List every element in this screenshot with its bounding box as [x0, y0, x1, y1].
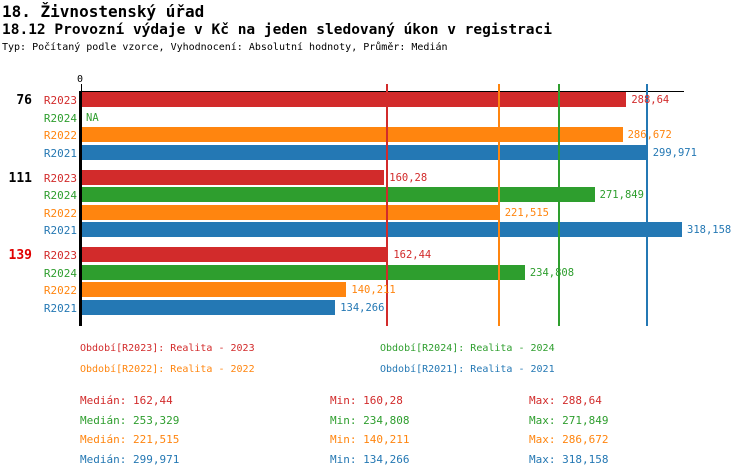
- row-label: R2024: [43, 266, 77, 280]
- min-r2023: Min: 160,28: [330, 394, 403, 407]
- bar: [82, 299, 336, 315]
- bar: [82, 127, 623, 142]
- bar-value-label: 271,849: [599, 189, 644, 201]
- bar: [82, 187, 595, 202]
- median-r2021: Medián: 299,971: [80, 453, 180, 466]
- max-r2021: Max: 318,158: [529, 453, 609, 466]
- bar: [82, 144, 648, 160]
- zero-tick: [81, 84, 82, 91]
- min-r2022: Min: 140,211: [330, 433, 410, 446]
- bar: [82, 222, 682, 237]
- bar-value-label: 134,266: [340, 301, 385, 314]
- row-label: R2021: [43, 224, 77, 237]
- row-label: R2023: [43, 171, 77, 185]
- bar-value-label: 299,971: [652, 146, 697, 159]
- bar-value-label: 162,44: [393, 249, 432, 261]
- chart-subtitle: 18.12 Provozní výdaje v Kč na jeden sled…: [2, 22, 552, 38]
- legend-item-r2024: Období[R2024]: Realita - 2024: [380, 343, 555, 354]
- bar: [82, 282, 347, 297]
- median-line-r2022: [497, 84, 500, 326]
- bar: [82, 247, 389, 262]
- page-title: 18. Živnostenský úřad: [2, 2, 205, 21]
- row-label: R2023: [43, 249, 77, 262]
- bar-value-label: 140,211: [351, 284, 396, 296]
- legend-item-r2021: Období[R2021]: Realita - 2021: [380, 364, 555, 375]
- row-label: R2022: [43, 129, 77, 142]
- row-label: R2021: [43, 301, 77, 315]
- row-label: R2021: [43, 146, 77, 160]
- bar: [82, 169, 385, 185]
- axis-line-x: [81, 91, 684, 92]
- min-r2021: Min: 134,266: [330, 453, 410, 466]
- median-r2023: Medián: 162,44: [80, 394, 173, 407]
- median-line-r2024: [557, 84, 560, 326]
- legend-item-r2022: Období[R2022]: Realita - 2022: [80, 364, 255, 375]
- axis-line-y: [79, 91, 82, 326]
- bar-value-label: 288,64: [631, 94, 670, 106]
- row-label: R2024: [43, 111, 77, 125]
- bar: [82, 204, 500, 220]
- row-label: R2022: [43, 206, 77, 220]
- group-label: 76: [16, 93, 32, 108]
- group-label: 139: [8, 248, 32, 263]
- bar-value-label: 318,158: [687, 224, 732, 236]
- row-label: R2023: [43, 94, 77, 107]
- median-r2022: Medián: 221,515: [80, 433, 180, 446]
- bar-value-label: 234,808: [529, 266, 575, 279]
- row-label: R2024: [43, 189, 77, 202]
- zero-label: 0: [77, 74, 84, 85]
- bar-value-label: 160,28: [389, 171, 428, 184]
- legend-item-r2023: Období[R2023]: Realita - 2023: [80, 343, 255, 354]
- max-r2024: Max: 271,849: [529, 414, 609, 427]
- chart-type-line: Typ: Počítaný podle vzorce, Vyhodnocení:…: [2, 42, 448, 53]
- bar: [82, 264, 525, 280]
- bar-value-label: NA: [86, 111, 99, 124]
- median-r2024: Medián: 253,329: [80, 414, 180, 427]
- row-label: R2022: [43, 284, 77, 297]
- max-r2023: Max: 288,64: [529, 394, 602, 407]
- max-r2022: Max: 286,672: [529, 433, 609, 446]
- median-line-r2023: [386, 84, 389, 326]
- min-r2024: Min: 234,808: [330, 414, 410, 427]
- bar: [82, 92, 627, 107]
- bar-value-label: 221,515: [504, 206, 549, 219]
- bar-value-label: 286,672: [627, 129, 672, 141]
- group-label: 111: [8, 170, 32, 186]
- median-line-r2021: [645, 84, 648, 326]
